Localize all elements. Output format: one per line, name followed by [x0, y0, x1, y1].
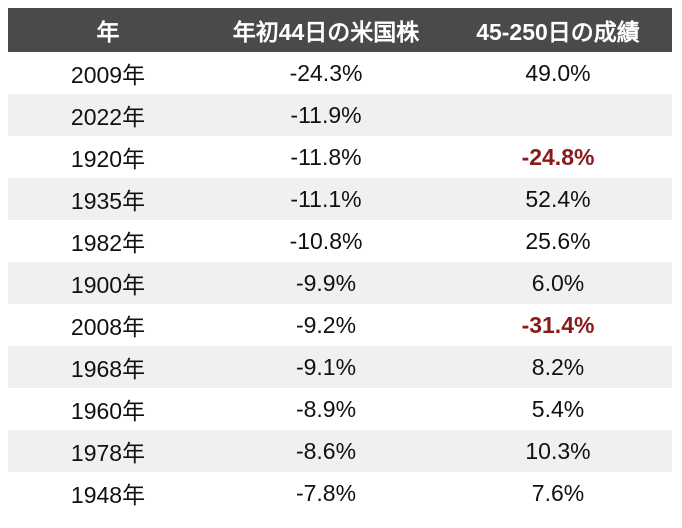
header-row: 年 年初44日の米国株 45-250日の成績	[8, 8, 672, 52]
table-row: 2009年 -24.3% 49.0%	[8, 52, 672, 94]
table-cell: 1948年	[70, 482, 146, 508]
table-cell: 52.4%	[525, 185, 591, 212]
table-cell: -11.9%	[290, 101, 362, 128]
table-cell: -8.9%	[295, 395, 357, 422]
table-cell: 1935年	[70, 188, 146, 214]
data-table: 年 年初44日の米国株 45-250日の成績 2009年 -24.3% 49.0% 202…	[8, 8, 672, 514]
table-cell: -7.8%	[295, 479, 357, 506]
table-row: 1920年 -11.8% -24.8%	[8, 136, 672, 178]
table-cell: 7.6%	[531, 479, 585, 506]
table-cell: -9.1%	[295, 353, 357, 380]
table-row: 2022年 -11.9%	[8, 94, 672, 136]
table-cell: 2009年	[70, 62, 146, 88]
table-cell: -9.9%	[295, 269, 357, 296]
table-cell: 6.0%	[531, 269, 585, 296]
table-cell: 49.0%	[525, 59, 591, 86]
table-cell: -11.1%	[290, 185, 362, 212]
table-cell: 2008年	[70, 314, 146, 340]
table-row: 1948年 -7.8% 7.6%	[8, 472, 672, 514]
table-cell: -10.8%	[289, 227, 363, 254]
table-row: 1960年 -8.9% 5.4%	[8, 388, 672, 430]
table-row: 2008年 -9.2% -31.4%	[8, 304, 672, 346]
table-cell: 1978年	[70, 440, 146, 466]
table-cell: 10.3%	[525, 437, 591, 464]
table-cell: 1920年	[70, 146, 146, 172]
table-cell: -24.8%	[521, 143, 595, 170]
table-cell: 2022年	[70, 104, 146, 130]
table-cell: 5.4%	[531, 395, 585, 422]
table-cell: 8.2%	[531, 353, 585, 380]
table-cell: -24.3%	[289, 59, 363, 86]
header-cell: 年初44日の米国株	[232, 19, 420, 45]
table-cell: -8.6%	[295, 437, 357, 464]
table-cell: 1960年	[70, 398, 146, 424]
table-row: 1968年 -9.1% 8.2%	[8, 346, 672, 388]
table-cell: -9.2%	[295, 311, 357, 338]
header-cell: 45-250日の成績	[476, 19, 640, 45]
table-cell	[444, 94, 672, 136]
table-cell: 25.6%	[525, 227, 591, 254]
table-cell: 1982年	[70, 230, 146, 256]
table-row: 1978年 -8.6% 10.3%	[8, 430, 672, 472]
table-cell: 1968年	[70, 356, 146, 382]
header-cell: 年	[96, 19, 120, 45]
table-cell: 1900年	[70, 272, 146, 298]
table-cell: -31.4%	[521, 311, 595, 338]
table-body: 2009年 -24.3% 49.0% 2022年 -11.9% 1920年 -11.8% -2…	[8, 52, 672, 514]
table-row: 1982年 -10.8% 25.6%	[8, 220, 672, 262]
table-row: 1900年 -9.9% 6.0%	[8, 262, 672, 304]
table-cell: -11.8%	[290, 143, 362, 170]
table-row: 1935年 -11.1% 52.4%	[8, 178, 672, 220]
